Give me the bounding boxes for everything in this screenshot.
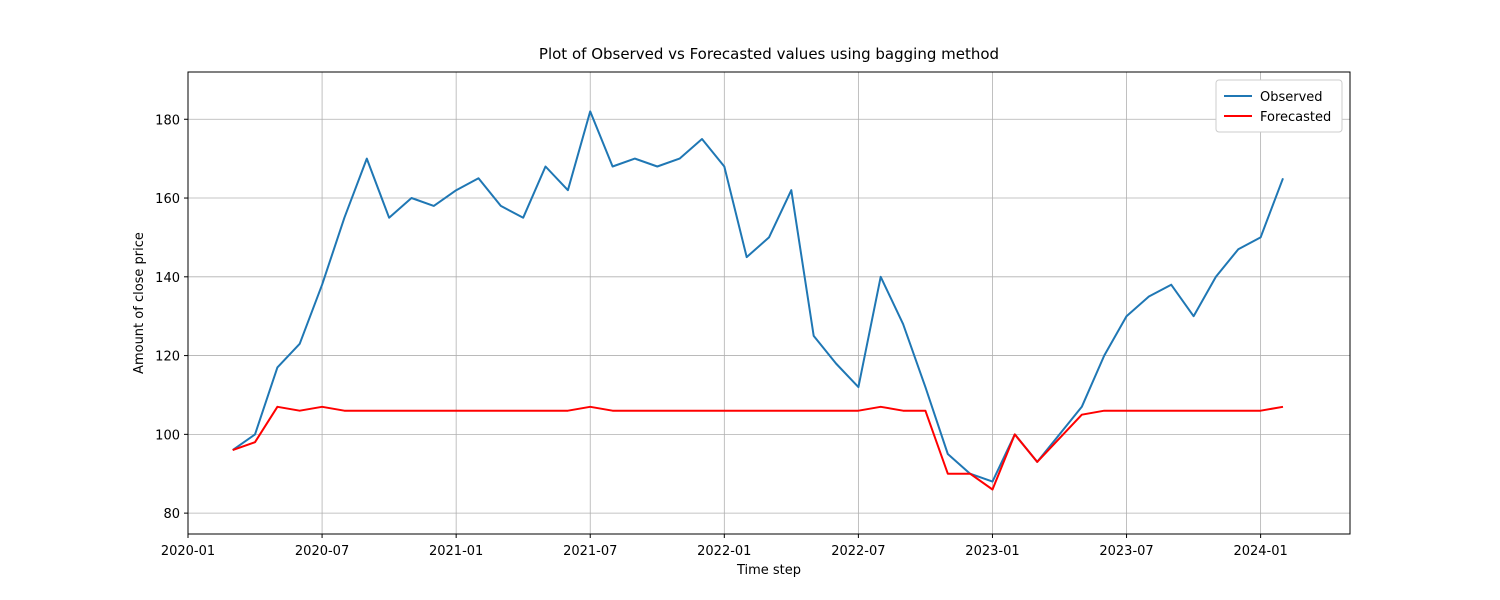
plot-frame	[187, 71, 1351, 535]
y-tick-label: 120	[155, 350, 180, 365]
legend-label: Observed	[1260, 90, 1323, 105]
x-tick-label: 2022-07	[831, 544, 885, 559]
x-tick-label: 2022-01	[697, 544, 751, 559]
y-tick-label: 180	[155, 113, 180, 128]
x-tick-label: 2020-07	[295, 544, 349, 559]
chart-title: Plot of Observed vs Forecasted values us…	[539, 45, 999, 63]
y-tick-label: 140	[155, 271, 180, 286]
y-tick-label: 160	[155, 192, 180, 207]
x-tick-label: 2021-01	[429, 544, 483, 559]
y-tick-label: 80	[163, 507, 180, 522]
x-tick-label: 2024-01	[1233, 544, 1287, 559]
x-axis-label: Time step	[736, 563, 801, 578]
y-tick-label: 100	[155, 428, 180, 443]
legend-box	[1215, 79, 1343, 133]
x-tick-label: 2023-07	[1099, 544, 1153, 559]
x-tick-label: 2021-07	[563, 544, 617, 559]
x-tick-label: 2023-01	[965, 544, 1019, 559]
data-line	[232, 405, 1284, 491]
x-tick-label: 2020-01	[161, 544, 215, 559]
legend-label: Forecasted	[1260, 110, 1331, 125]
data-line	[232, 110, 1284, 483]
y-axis-label: Amount of close price	[132, 232, 147, 374]
